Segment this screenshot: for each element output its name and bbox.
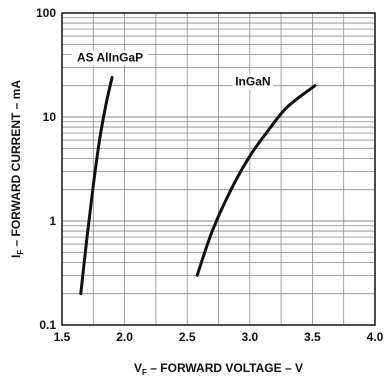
x-tick-label: 1.5 [54, 330, 71, 344]
x-tick-label: 3.0 [241, 330, 258, 344]
series-layer [79, 75, 317, 296]
series-curve-ingan [195, 84, 317, 277]
y-axis-title-rest: – FORWARD CURRENT – mA [9, 80, 23, 250]
x-tick-label: 3.5 [304, 330, 321, 344]
tick-label-layer: 1.5 2.0 2.5 3.0 3.5 4.0 0.1 1 10 100 [36, 6, 384, 344]
y-tick-label: 0.1 [39, 318, 56, 332]
y-tick-label: 1 [49, 214, 56, 228]
x-axis-title-main: V [134, 361, 142, 375]
x-axis-title-sub: F [142, 368, 147, 377]
y-axis-title: IF – FORWARD CURRENT – mA [9, 80, 25, 258]
series-curve-as-alingap [79, 75, 114, 296]
x-axis-title-rest: – FORWARD VOLTAGE – V [147, 361, 303, 375]
plot-frame [61, 12, 376, 326]
series-label-background [72, 50, 149, 66]
y-tick-label: 100 [36, 6, 56, 20]
series-label-ingan: InGaN [235, 75, 270, 89]
y-axis-title-sub: F [16, 250, 25, 255]
y-tick-label: 10 [43, 110, 57, 124]
x-tick-label: 4.0 [367, 330, 384, 344]
series-label-background [232, 74, 274, 90]
series-annotation-layer: AS AlInGaP InGaN [72, 50, 274, 90]
x-tick-label: 2.0 [116, 330, 133, 344]
x-tick-label: 2.5 [179, 330, 196, 344]
series-label-as-alingap: AS AlInGaP [77, 50, 143, 64]
y-axis-title-main: I [9, 255, 23, 258]
x-axis-title: VF – FORWARD VOLTAGE – V [134, 361, 303, 377]
